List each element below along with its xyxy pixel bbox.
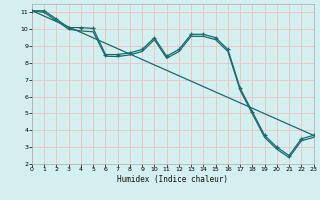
X-axis label: Humidex (Indice chaleur): Humidex (Indice chaleur) xyxy=(117,175,228,184)
